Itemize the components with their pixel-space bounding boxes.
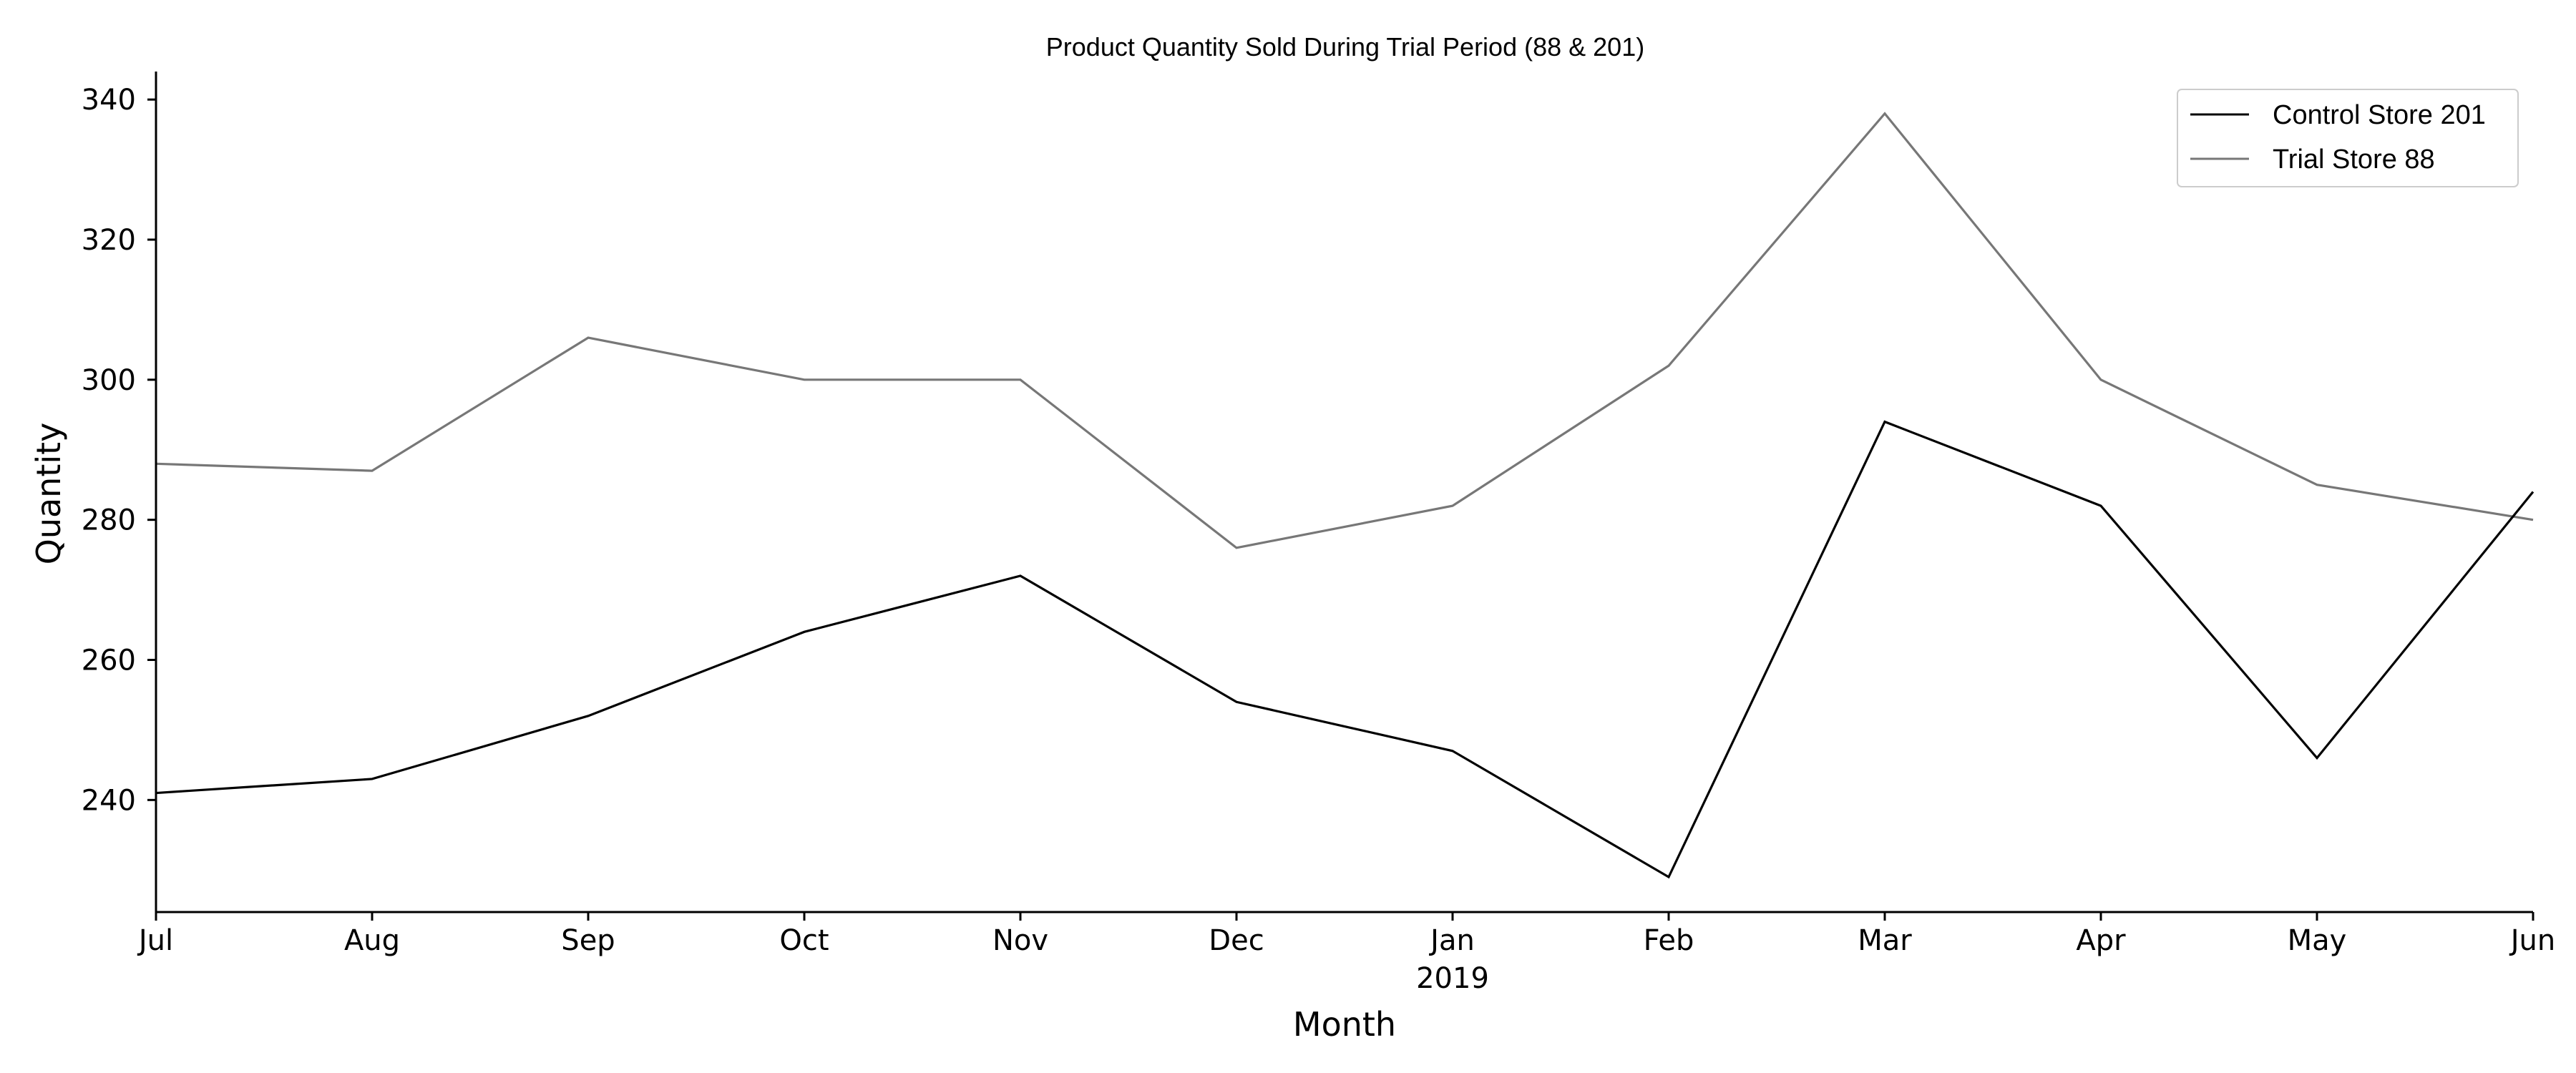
y-tick-label: 280 (82, 504, 136, 537)
legend: Control Store 201 Trial Store 88 (2177, 89, 2519, 187)
y-axis-label: Quantity (29, 423, 68, 565)
x-tick-label: Aug (344, 924, 400, 957)
x-tick-label: Sep (561, 924, 615, 957)
y-tick-label: 240 (82, 784, 136, 817)
y-tick-label: 300 (82, 364, 136, 397)
x-tick-label: Jul (137, 924, 173, 957)
x-tick-label: May (2288, 924, 2347, 957)
series-layer (155, 112, 2534, 879)
legend-box (2177, 89, 2519, 187)
y-tick-label: 260 (82, 645, 136, 677)
series-line-control-store-201 (155, 420, 2534, 879)
legend-label-control-store-201: Control Store 201 (2273, 100, 2486, 130)
x-tick-label: Jan (1428, 924, 1475, 957)
x-tick-label: Apr (2076, 924, 2126, 957)
x-tick-label: Oct (779, 924, 829, 957)
series-line-trial-store-88 (155, 112, 2534, 549)
x-axis-label: Month (1293, 1005, 1396, 1044)
x-ticks: Jul Aug Sep Oct Nov Dec Jan Feb Mar Apr May Jun (137, 912, 2555, 957)
y-tick-label: 320 (82, 224, 136, 257)
y-tick-label: 340 (82, 84, 136, 117)
chart-title: Product Quantity Sold During Trial Perio… (1046, 32, 1644, 62)
x-tick-label: Dec (1209, 924, 1264, 957)
x-tick-label: Mar (1858, 924, 1912, 957)
y-ticks: 240 260 280 300 320 340 (82, 84, 156, 817)
x-year-label: 2019 (1416, 962, 1489, 995)
x-tick-label: Nov (992, 924, 1048, 957)
x-tick-label: Jun (2509, 924, 2556, 957)
x-tick-label: Feb (1644, 924, 1694, 957)
legend-label-trial-store-88: Trial Store 88 (2273, 144, 2435, 175)
